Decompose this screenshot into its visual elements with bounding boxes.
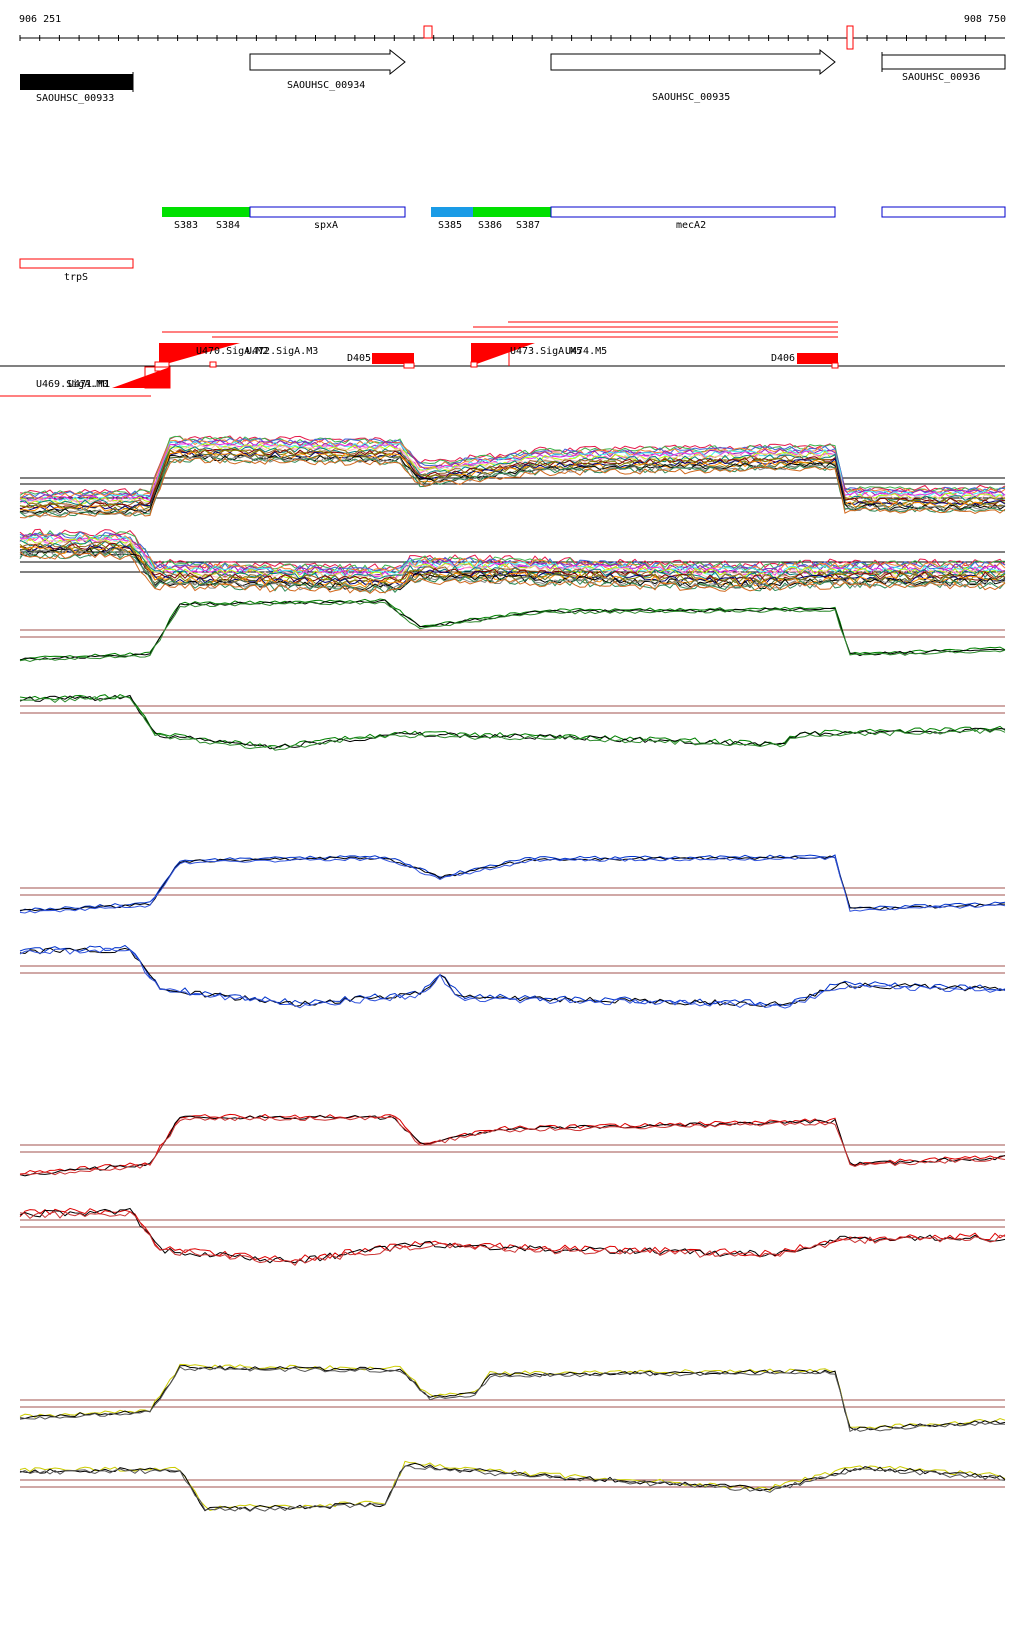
profile-line — [19, 854, 1006, 912]
profile-line — [19, 1465, 1006, 1512]
ruler-marker — [423, 25, 433, 39]
profile-all-reverse — [19, 528, 1006, 595]
profile-green-reverse — [19, 694, 1006, 751]
profile-all-forward — [19, 435, 1006, 519]
promoter-marker[interactable] — [159, 343, 240, 366]
profile-line — [19, 528, 1006, 571]
profile-line — [19, 695, 1006, 751]
profile-line — [19, 694, 1006, 748]
terminator-D406[interactable] — [797, 353, 838, 364]
gene-label: SAOUHSC_00933 — [36, 93, 114, 104]
promoter-label: U473.SigA.M5 — [510, 346, 582, 357]
profile-green-forward — [19, 598, 1006, 663]
gene-label: SAOUHSC_00936 — [902, 72, 980, 83]
terminator-box — [831, 362, 839, 369]
profile-line — [19, 598, 1006, 661]
terminator-box — [403, 362, 415, 369]
profile-line — [19, 1207, 1006, 1263]
gene-label: SAOUHSC_00935 — [652, 92, 730, 103]
promoter-marker-reverse[interactable] — [112, 367, 170, 388]
segment-S385[interactable] — [431, 207, 473, 217]
expression-profiles — [19, 435, 1006, 1512]
profile-line — [19, 454, 1006, 515]
segment-label: S383 — [174, 220, 198, 231]
profile-line — [19, 550, 1006, 594]
profile-line — [19, 551, 1006, 595]
profile-line — [19, 1207, 1006, 1264]
profile-red-reverse — [19, 1207, 1006, 1267]
promoter-label: U472.SigA.M3 — [246, 346, 318, 357]
gene-SAOUHSC_00934[interactable]: SAOUHSC_00934 — [249, 48, 406, 91]
promoter-marker[interactable] — [471, 343, 535, 366]
segment-S383-S384[interactable] — [162, 207, 250, 217]
antisense-trpS[interactable]: trpS — [19, 258, 134, 283]
ruler-ticks — [19, 35, 986, 41]
promoter-label: U469.SigA.M0 — [36, 379, 108, 390]
regulatory-track: U470.SigA.M2 U472.SigA.M3 U473.SigA.M5 U… — [0, 321, 1005, 397]
profile-line — [19, 530, 1006, 573]
ruler-start-label: 906 251 — [19, 14, 61, 25]
profile-line — [19, 1462, 1006, 1512]
segment-label: mecA2 — [676, 220, 706, 231]
profile-line — [19, 538, 1006, 581]
segment-label: S386 — [478, 220, 502, 231]
coordinate-ruler: 906 251 908 750 — [19, 14, 1006, 50]
antisense-box — [19, 258, 134, 269]
profile-line — [19, 1115, 1006, 1176]
profile-line — [19, 549, 1006, 592]
gene-SAOUHSC_00936[interactable]: SAOUHSC_00936 — [881, 52, 1006, 83]
gene-box — [881, 54, 1006, 70]
terminator-label: D405 — [347, 353, 371, 364]
profile-line — [19, 944, 1006, 1007]
gene-track: SAOUHSC_00933 SAOUHSC_00934 SAOUHSC_0093… — [20, 48, 1006, 104]
profile-yellow-forward — [19, 1363, 1006, 1433]
terminator-label: D406 — [771, 353, 795, 364]
profile-line — [19, 856, 1006, 914]
profile-blue-reverse — [19, 944, 1006, 1009]
profile-line — [19, 1460, 1006, 1512]
ruler-end-label: 908 750 — [964, 14, 1006, 25]
profile-line — [19, 694, 1006, 750]
profile-line — [19, 947, 1006, 1009]
gene-label: SAOUHSC_00934 — [287, 80, 365, 91]
gene-box — [20, 74, 133, 90]
profile-line — [19, 457, 1006, 519]
segment-label: S387 — [516, 220, 540, 231]
profile-line — [19, 450, 1006, 512]
promoter-label: U474.M5 — [565, 346, 607, 357]
segment-track: S383 S384 spxA S385 S386 S387 mecA2 — [162, 206, 1006, 231]
profile-line — [19, 1366, 1006, 1433]
segment-mecA2[interactable] — [550, 206, 836, 218]
segment-unnamed[interactable] — [881, 206, 1006, 218]
profile-line — [19, 947, 1006, 1007]
gene-SAOUHSC_00933[interactable]: SAOUHSC_00933 — [20, 72, 134, 104]
segment-S386-S387[interactable] — [473, 207, 551, 217]
antisense-label: trpS — [64, 272, 88, 283]
profile-line — [19, 1211, 1006, 1267]
profile-line — [19, 437, 1006, 498]
promoter-label: U470.SigA.M2 — [196, 346, 268, 357]
profile-blue-forward — [19, 854, 1006, 914]
profile-line — [19, 1364, 1006, 1431]
profile-line — [19, 1114, 1006, 1177]
profile-line — [19, 534, 1006, 578]
gene-SAOUHSC_00935[interactable]: SAOUHSC_00935 — [550, 48, 836, 103]
promoter-box — [209, 361, 217, 368]
segment-spxA[interactable] — [249, 206, 406, 218]
segment-label: S385 — [438, 220, 462, 231]
profile-red-forward — [19, 1113, 1006, 1177]
segment-label: spxA — [314, 220, 338, 231]
promoter-box — [470, 361, 478, 368]
segment-label: S384 — [216, 220, 240, 231]
promoter-label: U471.M1 — [68, 379, 110, 390]
gene-arrow — [249, 48, 406, 76]
profile-yellow-reverse — [19, 1460, 1006, 1512]
profile-line — [19, 601, 1006, 663]
gene-arrow — [550, 48, 836, 76]
ruler-marker — [846, 25, 854, 50]
terminator-D405[interactable] — [372, 353, 414, 364]
profile-line — [19, 539, 1006, 582]
